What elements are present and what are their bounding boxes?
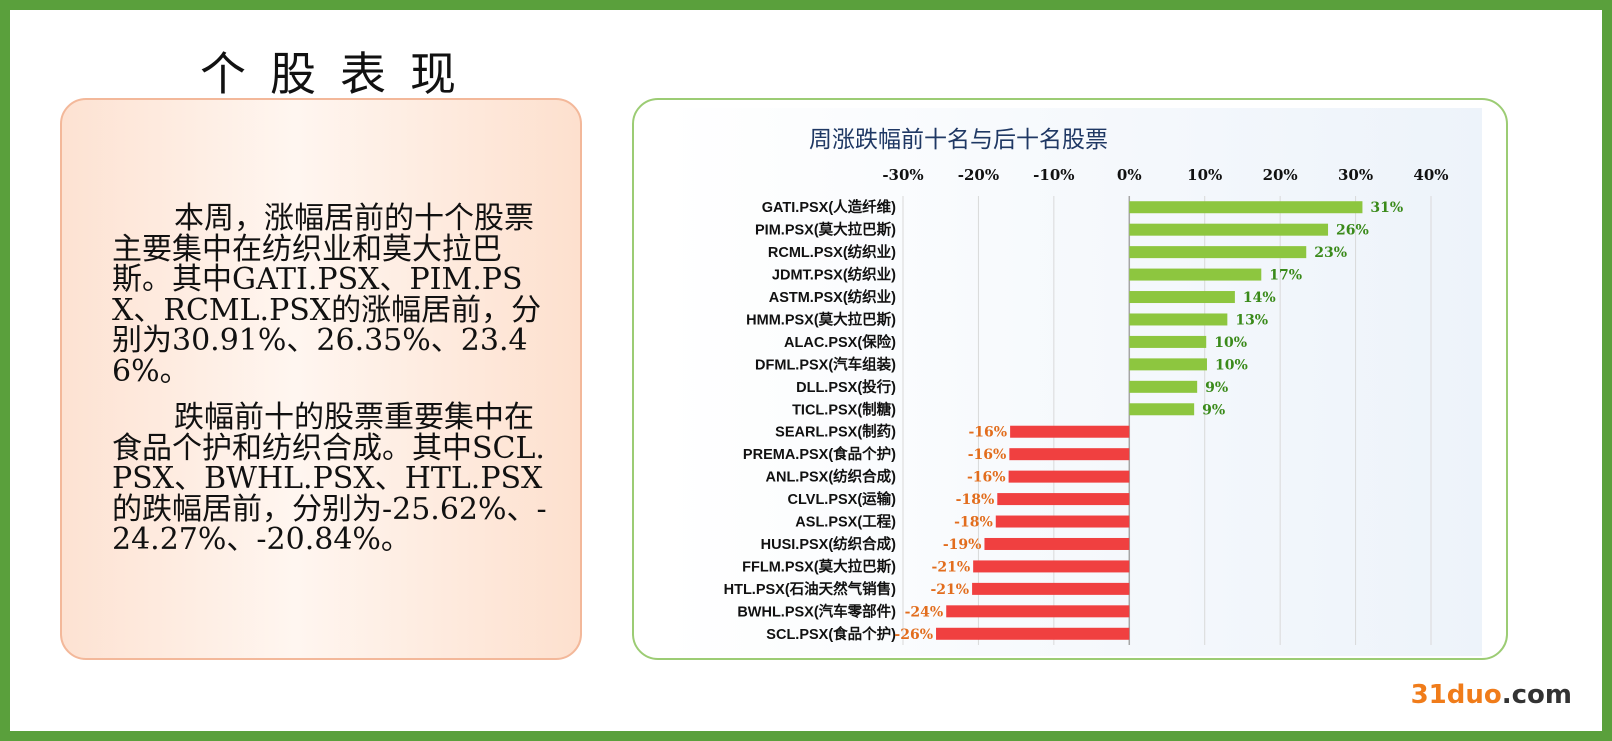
category-label: PREMA.PSX(食品个护) xyxy=(743,445,896,463)
data-label: -16% xyxy=(967,470,1006,486)
watermark-suffix: .com xyxy=(1501,680,1572,710)
data-label: 17% xyxy=(1269,268,1302,284)
data-label: 14% xyxy=(1243,290,1276,306)
category-label: DLL.PSX(投行) xyxy=(796,378,896,396)
summary-paragraph-losers: 跌幅前十的股票重要集中在食品个护和纺织合成。其中SCL.PSX、BWHL.PSX… xyxy=(112,400,547,557)
x-tick-label: -20% xyxy=(958,166,999,184)
x-tick-label: -30% xyxy=(882,166,923,184)
data-label: 23% xyxy=(1314,245,1347,261)
bar xyxy=(1129,380,1198,393)
category-label: CLVL.PSX(运输) xyxy=(788,490,897,508)
bar xyxy=(1129,403,1195,416)
category-label: ANL.PSX(纺织合成) xyxy=(766,468,897,486)
category-label: ALAC.PSX(保险) xyxy=(784,333,896,351)
data-label: -21% xyxy=(932,559,971,575)
data-label: -21% xyxy=(930,582,969,598)
data-label: 31% xyxy=(1370,200,1403,216)
category-label: BWHL.PSX(汽车零部件) xyxy=(737,602,896,620)
category-label: HTL.PSX(石油天然气销售) xyxy=(724,580,897,598)
watermark: 31duo.com xyxy=(1411,680,1572,710)
bar xyxy=(984,537,1130,550)
bar xyxy=(995,515,1130,528)
category-label: DFML.PSX(汽车组装) xyxy=(755,355,896,373)
data-label: 9% xyxy=(1205,380,1228,396)
page-title: 个股表现 xyxy=(200,47,480,101)
category-label: PIM.PSX(莫大拉巴斯) xyxy=(755,221,896,239)
data-label: 9% xyxy=(1202,402,1225,418)
category-label: SEARL.PSX(制药) xyxy=(775,423,896,441)
category-label: HMM.PSX(莫大拉巴斯) xyxy=(746,310,896,328)
x-tick-label: -10% xyxy=(1033,166,1074,184)
x-tick-label: 40% xyxy=(1413,166,1448,184)
chart-title: 周涨跌幅前十名与后十名股票 xyxy=(809,127,1108,153)
data-label: -19% xyxy=(943,537,982,553)
category-label: ASTM.PSX(纺织业) xyxy=(769,288,896,306)
x-tick-label: 10% xyxy=(1187,166,1222,184)
bar xyxy=(1010,425,1130,438)
data-label: -18% xyxy=(954,515,993,531)
data-label: 26% xyxy=(1336,223,1369,239)
bar xyxy=(1129,268,1262,281)
category-label: RCML.PSX(纺织业) xyxy=(768,243,896,261)
summary-paragraph-gainers: 本周，涨幅居前的十个股票主要集中在纺织业和莫大拉巴斯。其中GATI.PSX、PI… xyxy=(112,201,542,389)
bar xyxy=(973,560,1130,573)
data-label: -16% xyxy=(968,447,1007,463)
x-tick-label: 30% xyxy=(1338,166,1373,184)
bar xyxy=(1129,246,1307,259)
bar xyxy=(1129,291,1235,304)
category-label: GATI.PSX(人造纤维) xyxy=(762,198,896,216)
bar xyxy=(936,627,1130,640)
bar xyxy=(1129,313,1228,326)
category-label: FFLM.PSX(莫大拉巴斯) xyxy=(742,557,896,575)
category-label: JDMT.PSX(纺织业) xyxy=(772,266,896,284)
bar xyxy=(997,493,1130,506)
data-label: -24% xyxy=(905,604,944,620)
bar xyxy=(1129,223,1329,236)
bar xyxy=(946,605,1130,618)
bar xyxy=(1129,201,1363,214)
data-label: -18% xyxy=(956,492,995,508)
data-label: -16% xyxy=(968,425,1007,441)
category-label: TICL.PSX(制糖) xyxy=(792,400,896,418)
category-label: SCL.PSX(食品个护) xyxy=(766,625,896,643)
data-label: -26% xyxy=(894,627,933,643)
summary-text-panel: 本周，涨幅居前的十个股票主要集中在纺织业和莫大拉巴斯。其中GATI.PSX、PI… xyxy=(60,98,582,660)
category-label: HUSI.PSX(纺织合成) xyxy=(761,535,897,553)
category-label: ASL.PSX(工程) xyxy=(795,514,896,531)
bar xyxy=(972,582,1130,595)
bar xyxy=(1129,335,1207,348)
bar xyxy=(1009,448,1130,461)
x-tick-label: 0% xyxy=(1117,166,1142,184)
data-label: 10% xyxy=(1215,357,1248,373)
bar xyxy=(1129,358,1207,371)
data-label: 13% xyxy=(1235,312,1268,328)
x-tick-label: 20% xyxy=(1263,166,1298,184)
bar xyxy=(1008,470,1130,483)
watermark-brand: 31duo xyxy=(1410,680,1502,710)
data-label: 10% xyxy=(1214,335,1247,351)
